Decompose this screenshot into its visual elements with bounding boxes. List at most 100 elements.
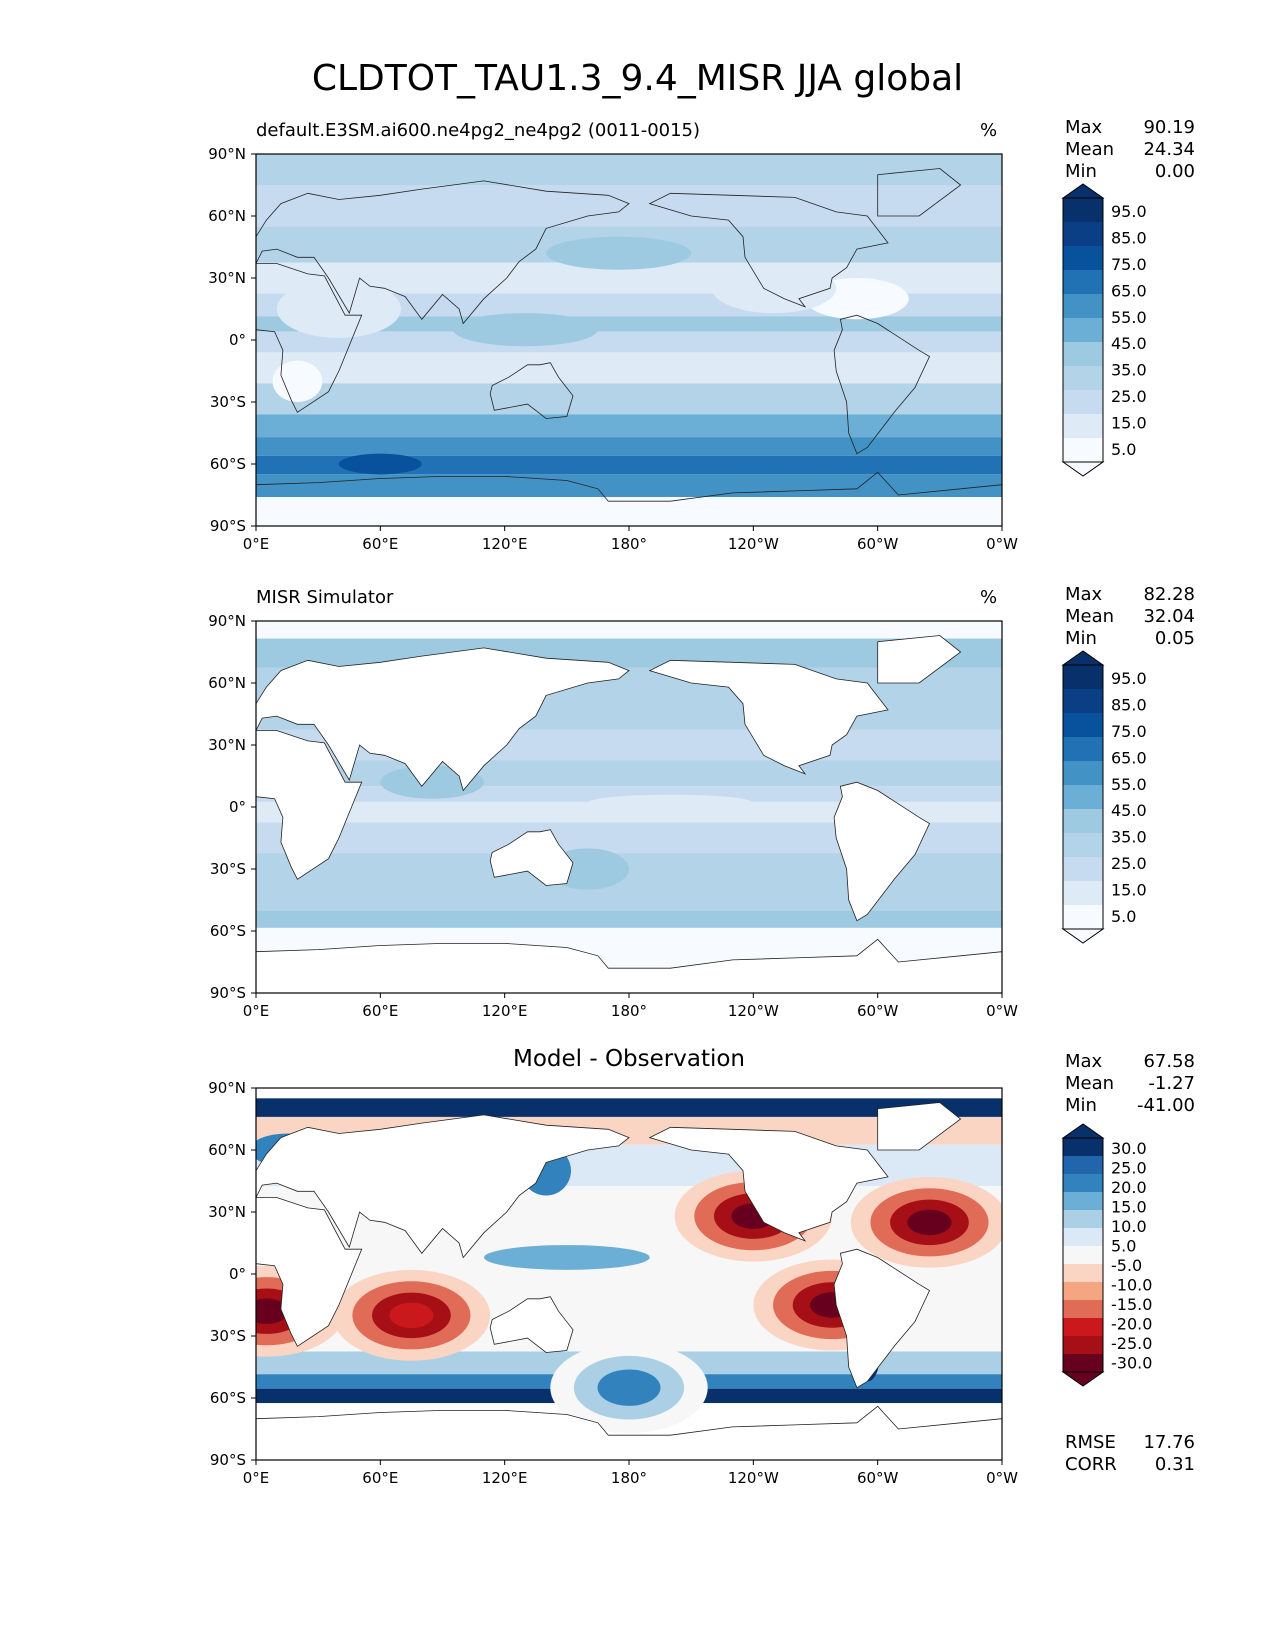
y-tick-label: 60°S [210, 1389, 246, 1407]
colorbar-tick-label: -25.0 [1111, 1334, 1152, 1353]
colorbar-swatch [1063, 318, 1103, 342]
contour-band [256, 414, 1002, 438]
colorbar-tick-label: 55.0 [1111, 775, 1147, 794]
coastline-eurasia [256, 180, 630, 325]
colorbar-tick-label: 25.0 [1111, 854, 1147, 873]
colorbar-tick-label: 65.0 [1111, 281, 1147, 300]
y-tick-label: 0° [229, 1265, 246, 1283]
map-plot: 0°E 60°E 120°E 180° 120°W 60°W 0°W 90°N 60°N 30°N… [208, 1079, 1152, 1487]
panel-title: MISR Simulator [256, 587, 394, 608]
coastline-africa-east [256, 1197, 363, 1347]
contour-region [483, 1245, 650, 1270]
coastline-north-america [648, 659, 889, 775]
colorbar-tick-label: 75.0 [1111, 255, 1147, 274]
colorbar-swatch [1063, 1156, 1103, 1174]
colorbar-swatch [1063, 1300, 1103, 1318]
panel-title: default.E3SM.ai600.ne4pg2_ne4pg2 (0011-0… [256, 120, 701, 141]
contour-band [256, 760, 1002, 787]
colorbar-extend-top [1061, 650, 1105, 666]
contour-region [452, 313, 598, 347]
colorbar-tick-label: -5.0 [1111, 1256, 1142, 1275]
colorbar-tick-label: 45.0 [1111, 334, 1147, 353]
y-tick-label: 90°N [208, 145, 246, 163]
y-tick-label: 60°N [208, 674, 246, 692]
colorbar-extend-top [1061, 1123, 1105, 1139]
colorbar-tick-label: 10.0 [1111, 1217, 1147, 1236]
contour-band [256, 497, 1002, 526]
stat-min: -41.00 [1136, 1095, 1195, 1116]
x-tick-label: 180° [611, 1002, 647, 1020]
coastline-africa-east [256, 730, 363, 880]
contour-band [256, 1088, 1002, 1099]
colorbar-swatch [1063, 1138, 1103, 1156]
contour-band [256, 474, 1002, 498]
contour-band [256, 910, 1002, 928]
colorbar-swatch [1063, 809, 1103, 833]
y-tick-label: 30°S [210, 393, 246, 411]
contour-band [256, 383, 1002, 415]
y-tick-label: 90°S [210, 984, 246, 1002]
contour-band [256, 621, 1002, 639]
contour-region [907, 1209, 952, 1236]
contour-region [272, 360, 323, 402]
x-tick-label: 180° [611, 1469, 647, 1487]
y-tick-label: 30°N [208, 269, 246, 287]
x-tick-label: 60°E [362, 1469, 398, 1487]
x-tick-label: 0°E [243, 1002, 270, 1020]
contour-region [389, 1302, 434, 1329]
colorbar-tick-label: -30.0 [1111, 1353, 1152, 1372]
x-tick-label: 60°W [857, 1469, 899, 1487]
contour-region [276, 280, 402, 338]
colorbar-extend-top [1061, 183, 1105, 199]
x-tick-label: 60°W [857, 1002, 899, 1020]
colorbar-tick-label: 20.0 [1111, 1178, 1147, 1197]
y-tick-label: 30°S [210, 1327, 246, 1345]
map-plot: 0°E 60°E 120°E 180° 120°W 60°W 0°W 90°N 60°N 30°N… [208, 145, 1147, 553]
x-tick-label: 0°E [243, 535, 270, 553]
contour-region [597, 1369, 661, 1406]
colorbar-swatch [1063, 438, 1103, 462]
coastline-south-america [833, 781, 931, 922]
coastline-south-america [833, 1248, 931, 1389]
map-plot: 0°E 60°E 120°E 180° 120°W 60°W 0°W 90°N 60°N 30°N… [208, 612, 1147, 1020]
map-field [256, 1088, 1002, 1460]
x-tick-label: 60°W [857, 535, 899, 553]
x-tick-label: 0°E [243, 1469, 270, 1487]
x-tick-label: 0°W [986, 1469, 1018, 1487]
colorbar-tick-label: -15.0 [1111, 1295, 1152, 1314]
stat-mean: -1.27 [1148, 1073, 1195, 1094]
colorbar-swatch [1063, 1228, 1103, 1246]
coastline-antarctica [256, 1405, 1002, 1460]
panel-difference: Model - Observation Max 67.58 Mean -1.27 M… [0, 1046, 1275, 1524]
stats-block: Max 82.28 Mean 32.04 Min 0.05 [1065, 584, 1195, 649]
colorbar-swatch [1063, 414, 1103, 438]
contour-band [256, 352, 1002, 384]
x-tick-label: 120°E [482, 535, 528, 553]
stat-min: 0.00 [1154, 161, 1195, 182]
metrics-block: RMSE 17.76 CORR 0.31 [1065, 1432, 1195, 1475]
coastline-greenland [877, 635, 962, 684]
coastline-africa-east [256, 263, 363, 413]
x-tick-label: 120°W [728, 535, 779, 553]
colorbar-tick-label: 25.0 [1111, 1158, 1147, 1177]
x-tick-label: 120°W [728, 1469, 779, 1487]
colorbar-swatch [1063, 246, 1103, 270]
colorbar-swatch [1063, 1318, 1103, 1336]
colorbar-swatch [1063, 366, 1103, 390]
stat-max: 82.28 [1143, 584, 1195, 605]
y-tick-label: 0° [229, 331, 246, 349]
colorbar-tick-label: 85.0 [1111, 229, 1147, 248]
coastline-north-america [648, 192, 889, 308]
x-tick-label: 120°E [482, 1469, 528, 1487]
colorbar-extend-bottom [1061, 928, 1105, 944]
coastline-eurasia [256, 1114, 630, 1259]
colorbar: 95.0 85.0 75.0 65.0 55.0 45.0 35.0 25.0 15.0 5.0 [1061, 650, 1147, 944]
colorbar-tick-label: 15.0 [1111, 880, 1147, 899]
colorbar-tick-label: 5.0 [1111, 907, 1136, 926]
colorbar-swatch [1063, 689, 1103, 713]
colorbar-tick-label: 75.0 [1111, 722, 1147, 741]
figure-title: CLDTOT_TAU1.3_9.4_MISR JJA global [311, 58, 964, 99]
colorbar-swatch [1063, 1264, 1103, 1282]
contour-band [256, 154, 1002, 185]
y-tick-label: 30°N [208, 736, 246, 754]
